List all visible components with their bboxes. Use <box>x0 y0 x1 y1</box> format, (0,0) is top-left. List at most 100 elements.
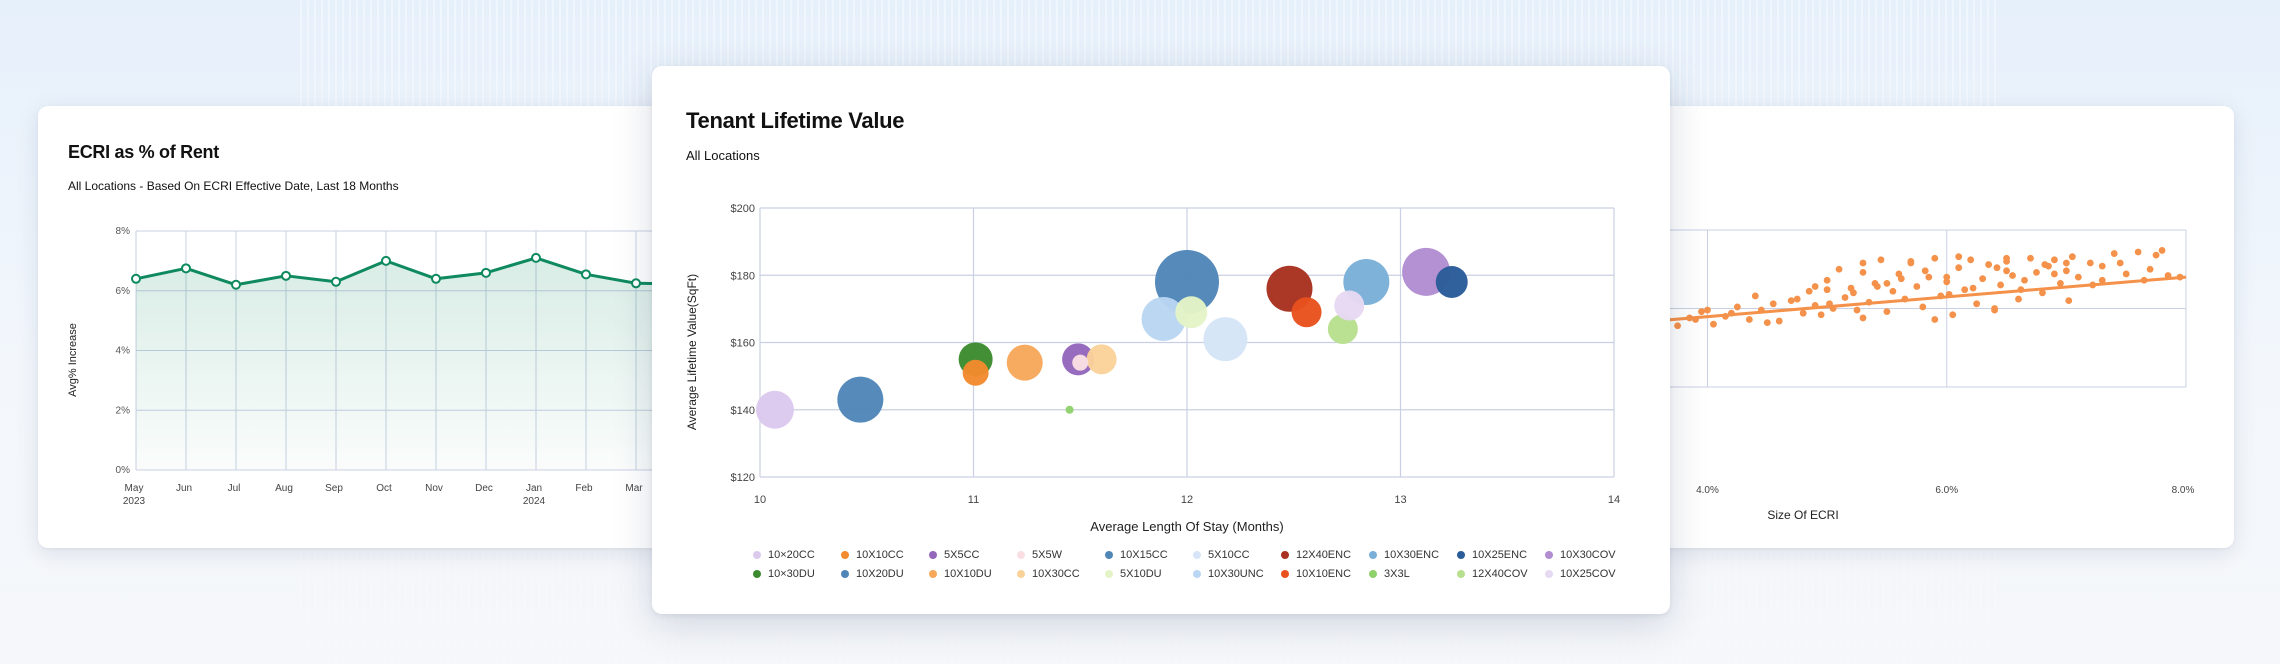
right-scatter-point <box>1877 256 1885 264</box>
right-scatter-point <box>1897 275 1905 283</box>
ltv-bubble <box>755 390 794 429</box>
right-scatter-point <box>1873 283 1881 290</box>
ltv-legend-item[interactable]: 10X30COV <box>1545 549 1633 561</box>
ltv-bubble <box>1327 314 1358 345</box>
ltv-legend-label: 10X30UNC <box>1208 568 1264 580</box>
ltv-legend-item[interactable]: 10X10DU <box>929 568 1017 580</box>
legend-swatch-icon <box>753 570 761 578</box>
right-scatter-point <box>1823 276 1831 284</box>
ecri-point <box>531 252 541 263</box>
ltv-card: Tenant Lifetime Value All Locations 10 11… <box>652 66 1670 614</box>
ecri-x-tick: Jul <box>228 483 241 494</box>
ltv-bubble <box>1291 297 1322 328</box>
legend-swatch-icon <box>1457 551 1465 559</box>
ltv-legend-item[interactable]: 10X25ENC <box>1457 549 1545 561</box>
ltv-legend-label: 10X30ENC <box>1384 549 1440 561</box>
right-scatter-point <box>1745 316 1753 323</box>
ltv-legend-item[interactable]: 10X20DU <box>841 568 929 580</box>
ltv-legend-item[interactable]: 10X10CC <box>841 549 929 561</box>
right-scatter-point <box>2039 289 2046 297</box>
ltv-legend-item[interactable]: 5X5CC <box>929 549 1017 561</box>
ltv-legend-item[interactable]: 10X30ENC <box>1369 549 1457 561</box>
ltv-legend-item[interactable]: 10×20CC <box>753 549 841 561</box>
ltv-legend-item[interactable]: 3X3L <box>1369 568 1457 580</box>
legend-swatch-icon <box>1017 570 1025 578</box>
right-scatter-point <box>2041 261 2049 268</box>
ltv-legend-item[interactable]: 10X30UNC <box>1193 568 1281 580</box>
right-scatter-point <box>2033 268 2040 276</box>
ecri-point <box>181 263 191 274</box>
ltv-legend-item[interactable]: 12X40COV <box>1457 568 1545 580</box>
ltv-x-tick: 11 <box>968 494 979 506</box>
right-x-axis-label: Size Of ECRI <box>1767 508 1838 522</box>
legend-swatch-icon <box>1193 570 1201 578</box>
right-scatter-point <box>2098 276 2106 284</box>
ecri-point <box>131 273 141 284</box>
ltv-legend-item[interactable]: 12X40ENC <box>1281 549 1369 561</box>
legend-swatch-icon <box>1017 551 1025 559</box>
ltv-legend-label: 10×20CC <box>768 549 815 561</box>
ltv-legend-item[interactable]: 5X5W <box>1017 549 1105 561</box>
ltv-legend-label: 12X40COV <box>1472 568 1528 580</box>
ecri-y-axis-label: Avg% Increase <box>67 323 79 397</box>
ltv-legend-item[interactable]: 10X10ENC <box>1281 568 1369 580</box>
ltv-x-axis-label: Average Length Of Stay (Months) <box>1090 519 1283 534</box>
ecri-y-tick: 8% <box>116 226 131 237</box>
right-scatter-point <box>1913 283 1921 290</box>
right-scatter-point <box>1979 275 1987 283</box>
ltv-legend-label: 12X40ENC <box>1296 549 1352 561</box>
right-scatter-point <box>1733 303 1741 311</box>
ltv-legend-item[interactable]: 10X25COV <box>1545 568 1633 580</box>
right-scatter-point <box>1859 268 1867 276</box>
ecri-x-tick-year: 2023 <box>123 496 146 507</box>
right-scatter-point <box>1925 273 1933 281</box>
ltv-bubble <box>1086 344 1117 375</box>
right-scatter-point <box>2015 295 2022 303</box>
ecri-area <box>136 257 758 470</box>
ltv-legend-item[interactable]: 10×30DU <box>753 568 841 580</box>
ecri-y-tick: 2% <box>116 405 131 416</box>
ltv-legend-item[interactable]: 10X30CC <box>1017 568 1105 580</box>
ltv-legend-item[interactable]: 5X10CC <box>1193 549 1281 561</box>
ecri-point <box>431 273 441 284</box>
right-scatter-point <box>1769 300 1777 308</box>
legend-swatch-icon <box>1281 570 1289 578</box>
right-scatter-point <box>2158 247 2166 254</box>
right-scatter-point <box>1853 306 1861 314</box>
right-scatter-point <box>1823 286 1831 294</box>
ecri-point <box>631 278 641 289</box>
ltv-legend-item[interactable]: 10X15CC <box>1105 549 1193 561</box>
right-scatter-point <box>1841 294 1849 301</box>
ecri-point <box>281 270 291 281</box>
right-scatter-point <box>1907 259 1915 267</box>
right-scatter-point <box>2122 270 2130 278</box>
right-scatter-point <box>1949 311 1957 319</box>
ltv-legend-label: 10X30CC <box>1032 568 1080 580</box>
right-scatter-point <box>1751 292 1759 300</box>
ecri-y-tick: 0% <box>116 465 131 476</box>
ltv-x-tick: 14 <box>1608 494 1620 506</box>
right-scatter-point <box>1704 306 1711 314</box>
right-scatter-point <box>2003 267 2010 275</box>
ecri-x-tick: May <box>125 483 144 494</box>
ecri-point <box>331 276 341 287</box>
ecri-x-tick: Sep <box>325 483 343 494</box>
right-scatter-point <box>2110 250 2118 257</box>
ltv-legend-item[interactable]: 5X10DU <box>1105 568 1193 580</box>
right-scatter-point <box>1835 265 1843 273</box>
legend-swatch-icon <box>753 551 761 559</box>
right-scatter-point <box>1674 322 1681 330</box>
right-scatter-point <box>2065 297 2073 305</box>
ecri-x-tick-year: 2024 <box>523 496 546 507</box>
legend-swatch-icon <box>1369 551 1377 559</box>
ltv-legend-label: 10X30COV <box>1560 549 1616 561</box>
right-scatter-point <box>1805 287 1813 295</box>
ecri-card: ECRI as % of Rent All Locations - Based … <box>38 106 758 548</box>
right-scatter-point <box>2021 276 2028 284</box>
ecri-x-tick: Jan <box>526 483 542 494</box>
legend-swatch-icon <box>929 570 937 578</box>
right-scatter-point <box>1985 261 1993 268</box>
right-scatter-point <box>1787 297 1795 305</box>
ecri-card-subtitle: All Locations - Based On ECRI Effective … <box>68 179 399 193</box>
ltv-y-tick: $120 <box>731 472 755 484</box>
